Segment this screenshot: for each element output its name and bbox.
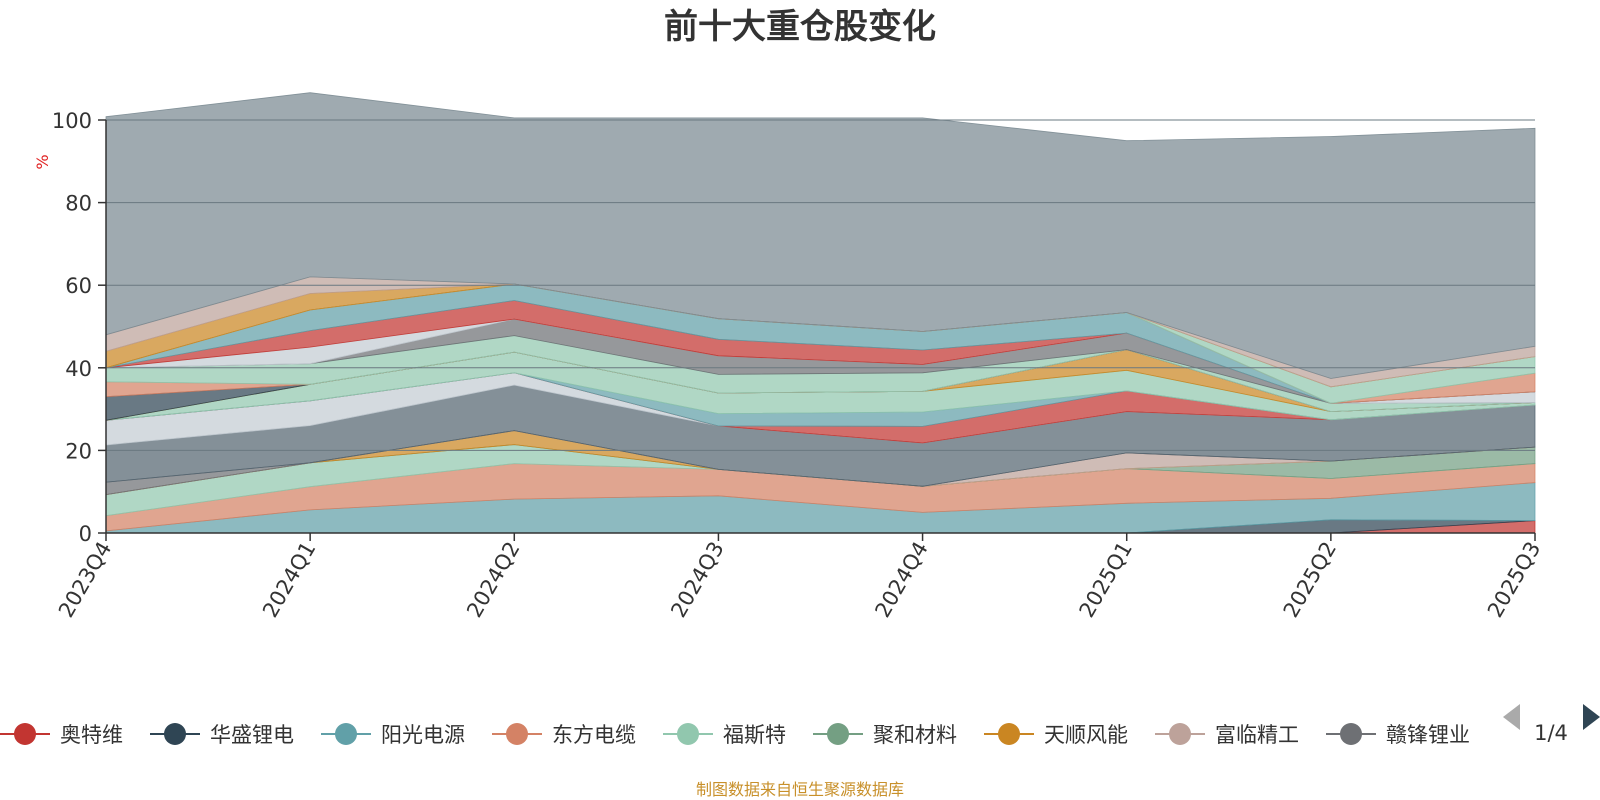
y-tick-label: 40 [65, 357, 92, 381]
legend-item-富临精工[interactable]: 富临精工 [1155, 723, 1299, 747]
legend-marker-icon [1169, 723, 1191, 745]
legend-label: 华盛锂电 [210, 723, 294, 747]
legend-marker-icon [164, 723, 186, 745]
grid-lines [106, 119, 1535, 451]
x-tick-label: 2025Q1 [1075, 538, 1137, 622]
y-tick-label: 20 [65, 439, 92, 463]
axes [105, 120, 1535, 534]
y-tick-label: 80 [65, 192, 92, 216]
legend-label: 阳光电源 [381, 723, 465, 747]
x-tick-label: 2024Q2 [462, 538, 524, 622]
legend-next-arrow-icon[interactable] [1583, 704, 1600, 730]
legend-item-奥特维[interactable]: 奥特维 [0, 723, 123, 747]
legend-marker-icon [827, 723, 849, 745]
legend-marker-icon [998, 723, 1020, 745]
legend-item-福斯特[interactable]: 福斯特 [663, 723, 786, 747]
legend-item-聚和材料[interactable]: 聚和材料 [813, 723, 957, 747]
legend-label: 赣锋锂业 [1386, 723, 1470, 747]
legend-label: 天顺风能 [1044, 723, 1128, 747]
x-axis-ticks: 2023Q4 2024Q1 2024Q2 2024Q3 2024Q4 2025Q1 2025… [54, 533, 1545, 622]
legend-label: 东方电缆 [552, 723, 636, 747]
legend-item-阳光电源[interactable]: 阳光电源 [321, 723, 465, 747]
legend-marker-icon [14, 723, 36, 745]
y-axis-ticks: 0 20 40 60 80 100 [52, 109, 106, 546]
legend-item-华盛锂电[interactable]: 华盛锂电 [150, 723, 294, 747]
x-tick-label: 2025Q2 [1279, 538, 1341, 622]
y-tick-label: 0 [79, 522, 92, 546]
x-tick-label: 2025Q3 [1483, 538, 1545, 622]
legend-pager: 1/4 [1503, 704, 1600, 745]
legend-marker-icon [506, 723, 528, 745]
legend-marker-icon [677, 723, 699, 745]
data-source-note: 制图数据来自恒生聚源数据库 [696, 780, 904, 799]
y-tick-label: 60 [65, 274, 92, 298]
legend-item-天顺风能[interactable]: 天顺风能 [984, 723, 1128, 747]
legend-label: 奥特维 [60, 723, 123, 747]
legend-marker-icon [1340, 723, 1362, 745]
chart-title: 前十大重仓股变化 [664, 7, 936, 47]
legend: 奥特维 华盛锂电 阳光电源 东方电缆 福斯特 聚和材料 天顺风能 富临精工 赣锋锂业 [0, 723, 1470, 747]
legend-item-东方电缆[interactable]: 东方电缆 [492, 723, 636, 747]
area-layers [105, 92, 1536, 534]
y-axis-unit: % [33, 154, 52, 169]
legend-label: 福斯特 [723, 723, 786, 747]
x-tick-label: 2024Q3 [666, 538, 728, 622]
legend-label: 聚和材料 [873, 723, 957, 747]
x-tick-label: 2024Q4 [870, 538, 932, 622]
legend-page-indicator: 1/4 [1534, 721, 1568, 745]
legend-label: 富临精工 [1215, 723, 1299, 747]
x-tick-label: 2024Q1 [258, 538, 320, 622]
legend-prev-arrow-icon[interactable] [1503, 704, 1520, 730]
legend-marker-icon [335, 723, 357, 745]
y-tick-label: 100 [52, 109, 92, 133]
legend-item-赣锋锂业[interactable]: 赣锋锂业 [1326, 723, 1470, 747]
x-tick-label: 2023Q4 [54, 538, 116, 622]
area-剩余 [105, 92, 1536, 379]
